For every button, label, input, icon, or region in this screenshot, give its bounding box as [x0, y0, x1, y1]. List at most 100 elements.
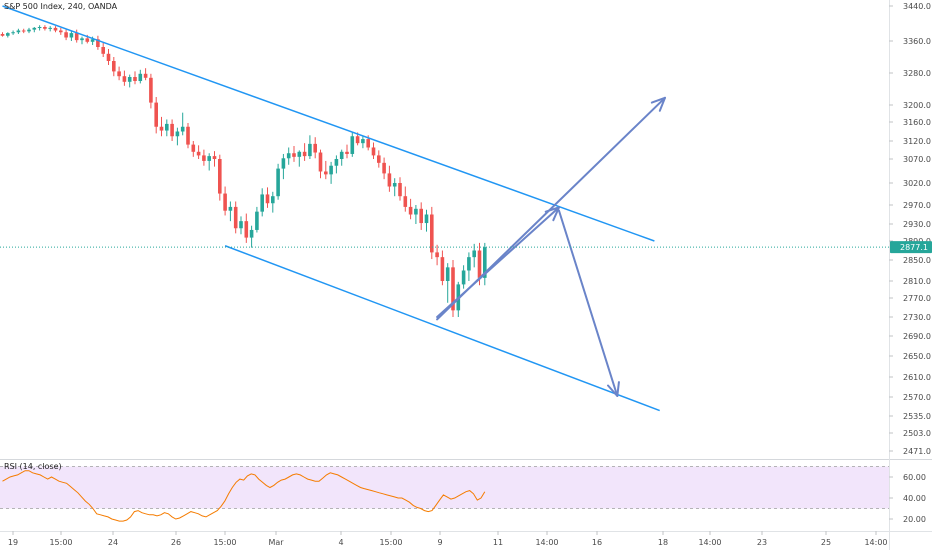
candle-body	[143, 73, 148, 78]
price-tick-label: 2610.0	[903, 373, 931, 382]
candle-body	[170, 123, 174, 137]
candle-body	[271, 196, 275, 204]
rsi-label: RSI (14, close)	[4, 462, 62, 471]
last-price-badge: 2877.1	[890, 241, 932, 254]
price-tick-label: 3120.0	[903, 137, 931, 146]
candle-body	[366, 139, 370, 148]
price-tick-label: 3160.0	[903, 118, 931, 127]
channel-line[interactable]	[224, 245, 660, 412]
candle-body	[435, 252, 439, 258]
channel-line[interactable]	[2, 5, 655, 242]
candle-body	[80, 38, 84, 41]
time-tick-label: Mar	[268, 538, 284, 547]
candle-body	[334, 159, 339, 166]
time-tick-label: 26	[171, 538, 181, 547]
rsi-line	[2, 470, 486, 522]
candle-body	[408, 206, 413, 215]
time-tick-label: 14:00	[698, 538, 721, 547]
price-tick-label: 2535.0	[903, 412, 931, 421]
candle-body	[11, 32, 15, 34]
candle-body	[64, 32, 68, 38]
candle-body	[329, 165, 333, 175]
candle-body	[345, 151, 349, 154]
candle-body	[414, 208, 418, 215]
rsi-tick-label: 40.00	[903, 494, 926, 503]
candle-body	[191, 144, 196, 152]
time-tick-label: 14:00	[864, 538, 887, 547]
price-tick-label: 2650.0	[903, 352, 931, 361]
candle-body	[96, 39, 100, 47]
price-tick-label: 3440.0	[903, 2, 931, 11]
time-tick-label: 15:00	[379, 538, 402, 547]
candle-body	[74, 33, 79, 41]
candle-body	[228, 206, 233, 211]
rsi-axis[interactable]: 60.00 40.00 20.00	[889, 473, 926, 524]
last-price-label: 2877.1	[900, 243, 928, 252]
candle-body	[318, 152, 323, 172]
time-tick-label: 16	[592, 538, 602, 547]
candle-body	[212, 156, 217, 159]
price-tick-label: 2770.0	[903, 294, 931, 303]
candle-body	[255, 211, 259, 230]
candle-body	[313, 143, 317, 153]
candle-body	[149, 77, 153, 103]
candle-body	[59, 30, 63, 33]
candle-body	[43, 27, 47, 29]
candle-body	[403, 196, 408, 207]
arrow-head[interactable]	[650, 96, 666, 112]
candle-body	[249, 229, 254, 238]
time-tick-label: 25	[821, 538, 831, 547]
price-tick-label: 2471.0	[903, 447, 931, 456]
candle-body	[461, 270, 466, 285]
rsi-band	[0, 466, 889, 509]
price-tick-label: 3020.0	[903, 179, 931, 188]
candle-body	[27, 29, 31, 32]
arrow-head[interactable]	[607, 381, 620, 397]
candle-body	[53, 27, 58, 31]
price-tick-label: 2690.0	[903, 332, 931, 341]
candle-body	[48, 27, 52, 29]
candle-body	[297, 151, 302, 157]
time-tick-label: 15:00	[49, 538, 72, 547]
candles-layer	[0, 25, 487, 317]
time-tick-label: 4	[338, 538, 343, 547]
candle-body	[218, 159, 222, 194]
candle-body	[202, 155, 206, 161]
price-tick-label: 2850.0	[903, 256, 931, 265]
candle-body	[223, 193, 227, 211]
candle-body	[445, 267, 450, 281]
price-tick-label: 2570.0	[903, 393, 931, 402]
candle-body	[207, 156, 211, 161]
arrow-shaft[interactable]	[558, 209, 619, 397]
candle-body	[32, 27, 37, 30]
time-axis[interactable]: 19 15:00 24 26 15:00 Mar 4 15:00 9 11 14:00 16 18 14:…	[8, 531, 888, 547]
candle-body	[467, 257, 471, 271]
candle-body	[127, 77, 132, 82]
candle-body	[239, 221, 243, 229]
price-tick-label: 2810.0	[903, 277, 931, 286]
price-tick-label: 2503.0	[903, 429, 931, 438]
candle-body	[308, 143, 312, 157]
candle-body	[398, 183, 402, 197]
arrow-shaft[interactable]	[436, 96, 666, 321]
candle-body	[377, 155, 381, 163]
candle-body	[244, 221, 249, 238]
price-tick-label: 3360.0	[903, 37, 931, 46]
candle-body	[85, 38, 90, 42]
candle-body	[69, 33, 74, 38]
candle-body	[196, 151, 201, 156]
candle-body	[159, 126, 164, 131]
candle-body	[112, 61, 116, 72]
candle-body	[101, 47, 105, 54]
price-tick-label: 3280.0	[903, 69, 931, 78]
price-pane	[0, 5, 889, 412]
candle-body	[382, 162, 386, 174]
candle-body	[286, 153, 291, 159]
candle-body	[440, 257, 445, 281]
candle-body	[16, 30, 21, 33]
chart-title: S&P 500 Index, 240, OANDA	[4, 2, 118, 11]
price-axis[interactable]: 3440.0 3360.0 3280.0 3200.0 3160.0 3120.0 3070…	[889, 2, 931, 456]
price-tick-label: 2930.0	[903, 220, 931, 229]
candle-body	[419, 208, 423, 224]
